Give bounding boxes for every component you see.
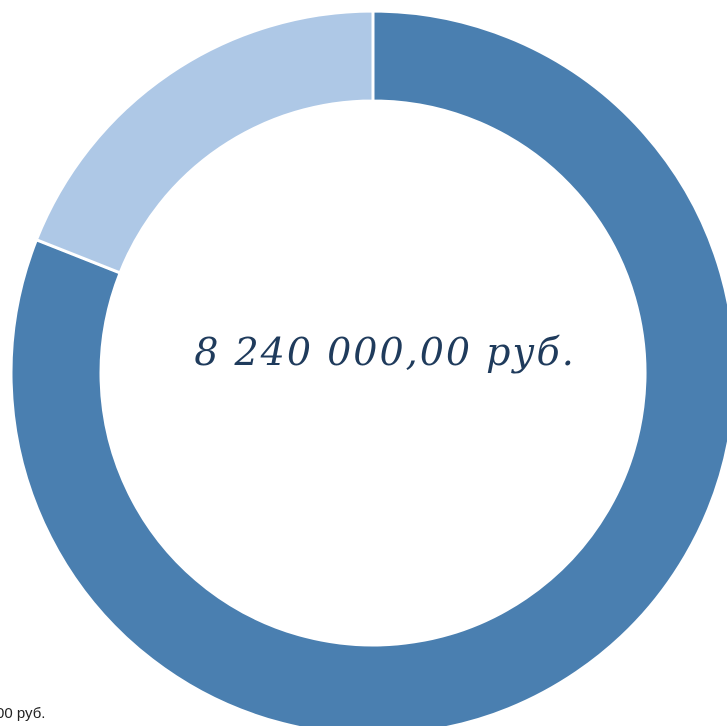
donut-slice-2 <box>34 9 375 275</box>
partial-value-label: 00 руб. <box>0 705 46 722</box>
donut-center-total: 8 240 000,00 руб. <box>194 330 576 374</box>
donut-slice-1 <box>9 9 727 726</box>
